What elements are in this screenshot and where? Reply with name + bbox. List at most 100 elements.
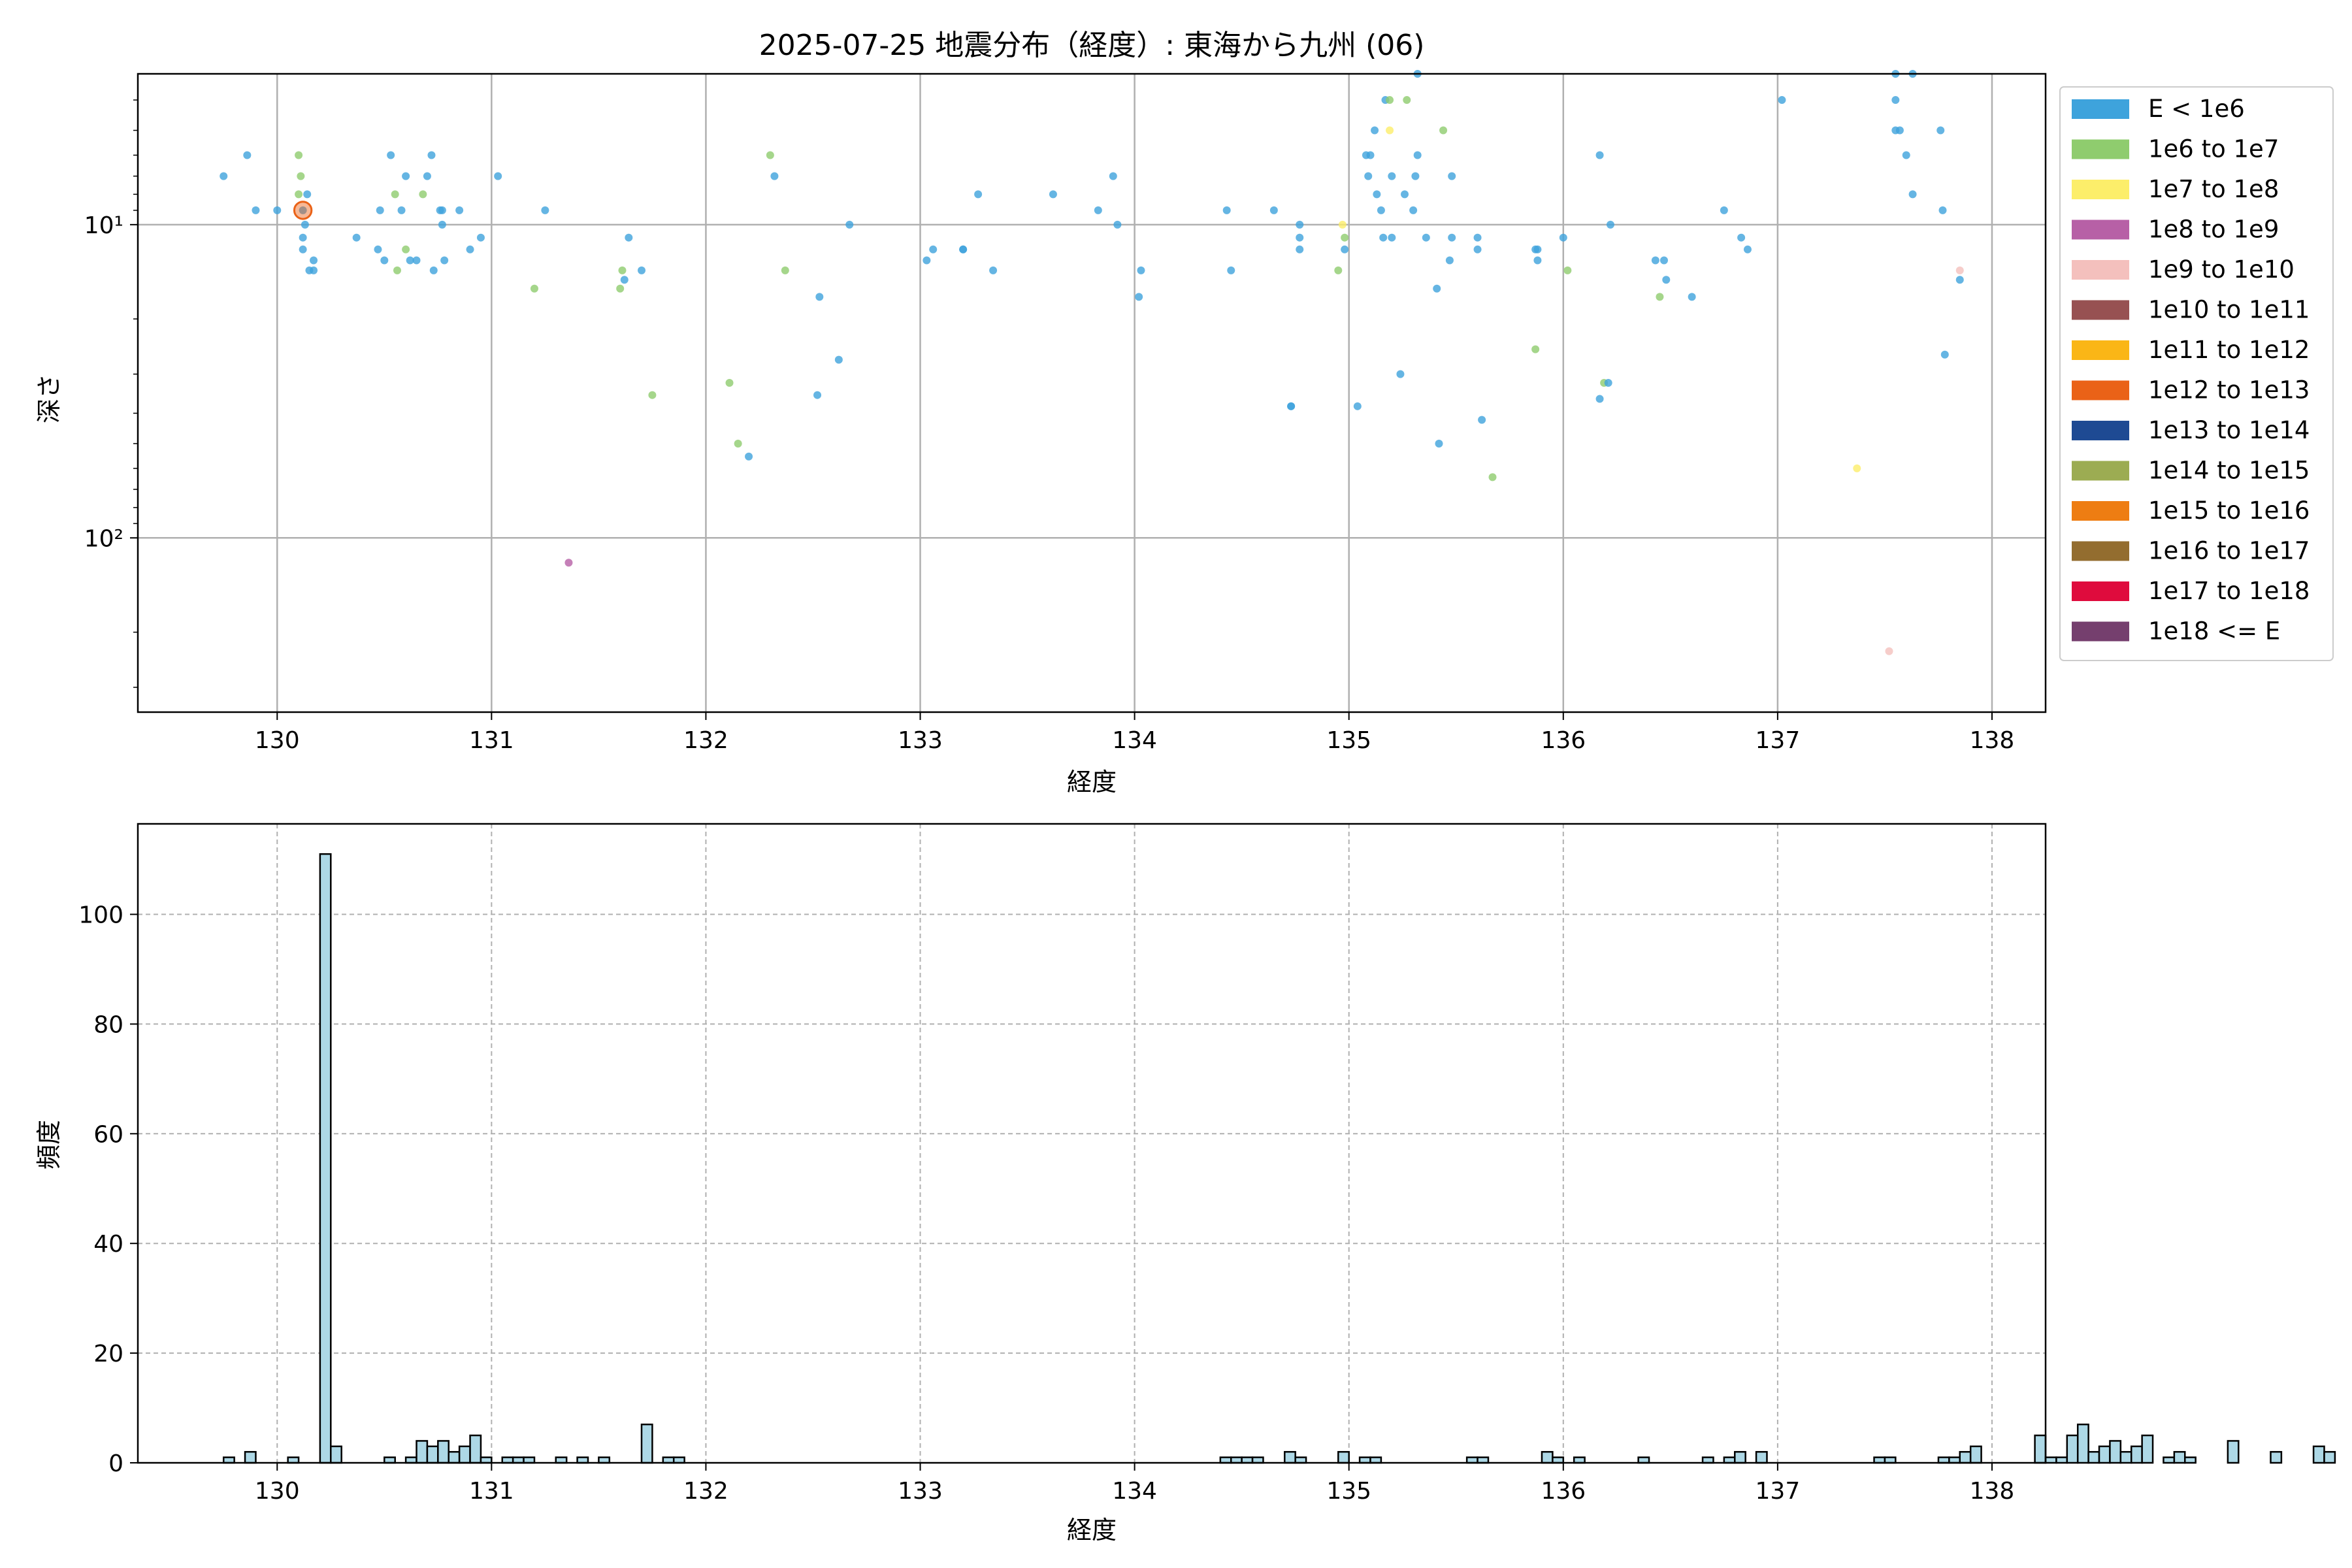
histogram-bar (2141, 1434, 2154, 1464)
histogram-bar (1701, 1456, 1714, 1464)
legend-label: 1e9 to 1e10 (2148, 255, 2295, 284)
histogram-bar (523, 1456, 536, 1464)
scatter-point (1227, 266, 1235, 274)
scatter-point (1422, 233, 1430, 242)
histogram-bar (1230, 1456, 1243, 1464)
scatter-point (1388, 233, 1396, 242)
scatter-point (391, 190, 399, 199)
scatter-point (1377, 206, 1385, 214)
histogram-plot-frame (137, 823, 2047, 1464)
histogram-bar (458, 1445, 471, 1464)
histogram-bar (1723, 1456, 1736, 1464)
histogram-chart: 130 131 132 133 134 135 136 137 138 0 20 40 60 80 100… (35, 823, 2336, 1544)
scatter-point (923, 256, 931, 265)
histogram-bar (2076, 1423, 2089, 1464)
histogram-y-tick-label: 80 (93, 1011, 123, 1038)
histogram-x-tick-label: 133 (898, 1478, 943, 1505)
scatter-y-tick-label: 10² (84, 525, 123, 552)
histogram-x-tick-label: 132 (683, 1478, 728, 1505)
scatter-point (974, 190, 983, 199)
histogram-bar (1358, 1456, 1371, 1464)
histogram-bar (1369, 1456, 1382, 1464)
scatter-point (770, 172, 779, 180)
scatter-point (1595, 151, 1604, 159)
scatter-point (1401, 190, 1409, 199)
scatter-point (1287, 402, 1296, 410)
legend-swatch (2072, 501, 2129, 521)
scatter-point (1396, 370, 1405, 378)
histogram-bar (2034, 1434, 2047, 1464)
scatter-point (1341, 233, 1349, 242)
histogram-bar (576, 1456, 589, 1464)
scatter-point (406, 256, 414, 265)
histogram-x-tick-label: 130 (255, 1478, 300, 1505)
scatter-chart: 130 131 132 133 134 135 136 137 138 10¹ 10² 経度 深さ… (35, 70, 2334, 796)
scatter-point (1388, 172, 1396, 180)
legend-swatch (2072, 421, 2129, 440)
scatter-point (243, 151, 252, 159)
scatter-point (1908, 190, 1917, 199)
legend-swatch (2072, 380, 2129, 400)
scatter-point (1445, 256, 1454, 265)
legend-swatch (2072, 581, 2129, 601)
histogram-bar (598, 1456, 611, 1464)
scatter-point (220, 172, 228, 180)
scatter-point (541, 206, 549, 214)
scatter-point (1137, 266, 1145, 274)
scatter-point (813, 391, 822, 399)
scatter-point (1334, 266, 1343, 274)
scatter-point (564, 559, 573, 567)
scatter-point (1743, 245, 1752, 253)
histogram-bar (2163, 1456, 2176, 1464)
scatter-point (734, 439, 742, 448)
scatter-x-ticks: 130 131 132 133 134 135 136 137 138 (255, 712, 2014, 754)
scatter-point (295, 151, 303, 159)
scatter-point (1371, 126, 1379, 135)
histogram-bar (1337, 1450, 1350, 1464)
histogram-bar (2098, 1445, 2111, 1464)
scatter-point (781, 266, 789, 274)
scatter-point (620, 276, 629, 284)
scatter-point (1353, 402, 1362, 410)
scatter-point (1895, 126, 1904, 135)
legend-swatch (2072, 541, 2129, 561)
scatter-point (303, 190, 312, 199)
scatter-point (1386, 96, 1394, 105)
scatter-x-axis-label: 経度 (1067, 768, 1117, 796)
legend-swatch (2072, 621, 2129, 642)
legend-swatch (2072, 220, 2129, 240)
histogram-y-tick-label: 60 (93, 1121, 123, 1148)
histogram-bar (330, 1445, 342, 1464)
scatter-point (1386, 126, 1394, 135)
scatter-point (1296, 245, 1304, 253)
scatter-point (387, 151, 395, 159)
scatter-point (745, 452, 753, 461)
histogram-bar (222, 1456, 235, 1464)
scatter-x-tick-label: 131 (469, 727, 514, 754)
scatter-point (1606, 220, 1614, 229)
scatter-y-ticks: 10¹ 10² (84, 99, 138, 688)
scatter-point (1885, 647, 1893, 655)
histogram-bar (1884, 1456, 1897, 1464)
scatter-point (419, 190, 427, 199)
legend-swatch (2072, 340, 2129, 360)
legend-label: 1e7 to 1e8 (2148, 175, 2279, 203)
scatter-point (376, 206, 384, 214)
legend-label: 1e13 to 1e14 (2148, 416, 2310, 444)
scatter-x-tick-label: 135 (1326, 727, 1371, 754)
histogram-bar (1477, 1456, 1490, 1464)
scatter-point (1531, 345, 1540, 353)
scatter-point (1720, 206, 1728, 214)
histogram-y-tick-label: 20 (93, 1341, 123, 1367)
scatter-point (1488, 473, 1497, 482)
scatter-point (301, 220, 309, 229)
legend-swatch (2072, 300, 2129, 320)
legend-label: 1e11 to 1e12 (2148, 336, 2310, 364)
scatter-x-tick-label: 132 (683, 727, 728, 754)
scatter-point (1135, 293, 1143, 301)
scatter-point (1533, 256, 1542, 265)
histogram-bar (2270, 1450, 2283, 1464)
scatter-point (1448, 233, 1456, 242)
scatter-point (1296, 220, 1304, 229)
